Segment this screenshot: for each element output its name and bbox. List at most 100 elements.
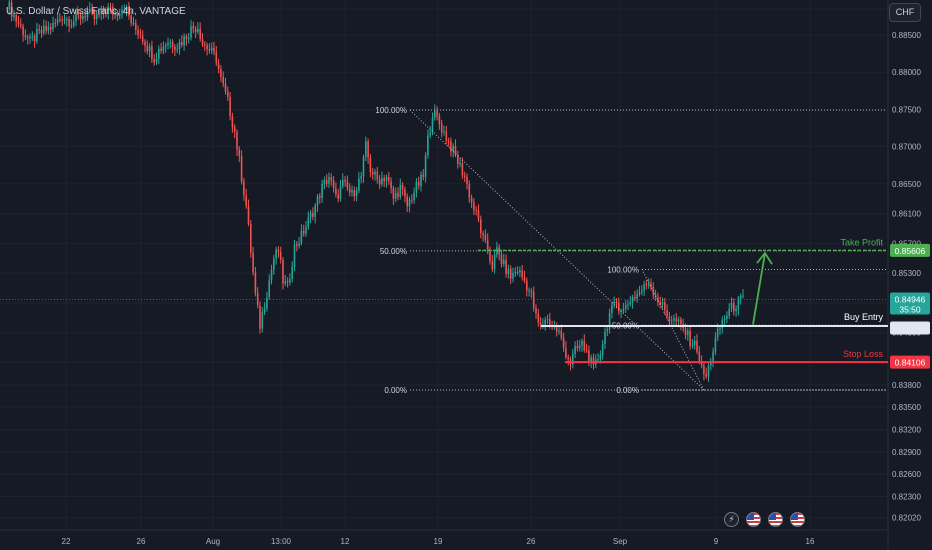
candle-body (601, 344, 604, 356)
candle-body (574, 346, 576, 355)
x-tick-label: 16 (806, 537, 815, 546)
candle-body (176, 49, 178, 51)
candle-body (606, 329, 609, 332)
candle-body (54, 22, 57, 24)
x-tick-label: 9 (714, 537, 719, 546)
candle-body (144, 41, 146, 46)
candle-body (530, 290, 533, 292)
candle-body (627, 304, 629, 306)
candle-body (279, 252, 282, 260)
candle-body (181, 42, 183, 46)
candle-body (535, 307, 537, 314)
projection-arrowhead (756, 251, 773, 265)
candle-body (128, 7, 130, 16)
candle-body (486, 239, 489, 252)
candle-body (302, 230, 305, 234)
candle-body (427, 135, 429, 156)
y-tick-label: 0.86100 (892, 210, 921, 219)
candle-body (291, 266, 293, 280)
candle-body (583, 340, 586, 351)
candle-body (282, 259, 284, 284)
candle-body (348, 188, 351, 193)
candle-body (358, 178, 360, 191)
x-tick-label: 22 (62, 537, 71, 546)
candle-body (512, 272, 514, 279)
candle-body (270, 269, 273, 281)
candle-body (40, 29, 43, 34)
us-flag-icon[interactable] (768, 512, 783, 527)
candle-body (240, 156, 243, 182)
candle-body (210, 47, 213, 51)
candle-body (137, 29, 139, 35)
candle-body (422, 174, 425, 177)
candle-body (415, 181, 418, 193)
candle-body (693, 340, 696, 346)
y-tick-label: 0.83800 (892, 381, 921, 390)
candle-body (59, 19, 61, 21)
candle-body (68, 19, 70, 27)
candle-body (36, 29, 38, 42)
candle-body (305, 226, 307, 234)
candle-body (555, 326, 558, 332)
candle-body (440, 123, 443, 133)
candle-body (578, 345, 581, 349)
candle-body (277, 249, 280, 253)
y-tick-label: 0.83200 (892, 426, 921, 435)
candle-body (238, 149, 241, 157)
candle-body (505, 259, 507, 275)
candle-body (118, 14, 121, 17)
candle-body (710, 362, 712, 366)
candle-body (394, 192, 397, 199)
candle-body (197, 28, 199, 32)
candle-body (204, 43, 206, 46)
candle-body (8, 2, 11, 9)
candle-body (638, 292, 641, 294)
candle-body (146, 45, 149, 52)
candle-body (319, 196, 321, 199)
candle-body (20, 24, 22, 27)
candle-body (75, 13, 77, 22)
candle-body (13, 15, 15, 17)
candle-body (576, 346, 579, 349)
fib-level-label-right: 100.00% (607, 265, 639, 274)
candle-body (227, 91, 229, 97)
candle-body (631, 297, 634, 303)
candle-body (153, 59, 155, 63)
candle-body (224, 83, 227, 92)
candle-body (298, 243, 300, 246)
candle-body (114, 13, 116, 15)
candle-body (726, 315, 728, 319)
x-tick-label: 12 (341, 537, 350, 546)
candle-body (521, 270, 523, 278)
candle-body (215, 52, 218, 64)
candle-body (597, 359, 599, 361)
candle-body (388, 176, 390, 182)
candle-body (167, 42, 169, 46)
candle-body (523, 277, 526, 281)
us-flag-icon[interactable] (790, 512, 805, 527)
candle-body (22, 26, 24, 36)
candle-body (383, 178, 385, 182)
candle-body (185, 36, 188, 40)
buy-entry-label: Buy Entry (844, 312, 884, 322)
candle-body (243, 181, 245, 196)
lightning-icon[interactable]: ⚡ (724, 512, 739, 527)
currency-button[interactable]: CHF (889, 3, 921, 22)
y-tick-label: 0.88000 (892, 68, 921, 77)
candle-body (680, 319, 682, 324)
candle-body (698, 351, 701, 362)
candle-body (346, 181, 349, 189)
candle-body (378, 179, 381, 185)
candle-body (26, 37, 29, 39)
candle-body (342, 179, 344, 187)
candle-body (164, 45, 167, 47)
candle-body (79, 15, 82, 20)
candle-body (369, 157, 372, 172)
us-flag-icon[interactable] (746, 512, 761, 527)
candle-body (491, 261, 494, 270)
candle-body (457, 155, 459, 164)
candle-body (102, 8, 105, 13)
candle-body (629, 302, 632, 305)
candle-body (38, 29, 40, 31)
